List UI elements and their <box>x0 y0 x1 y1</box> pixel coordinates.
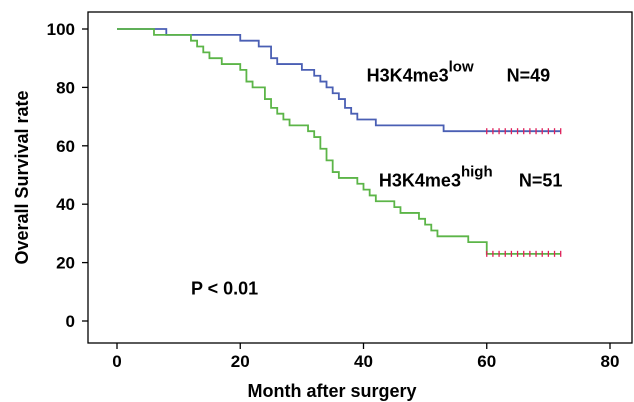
x-axis-title: Month after surgery <box>247 381 416 401</box>
axes: 0 20 40 60 80 100 0 20 40 60 80 Month after surgery… <box>12 11 633 401</box>
x-tick-label: 60 <box>477 352 496 371</box>
y-tick-label: 0 <box>66 312 75 331</box>
y-tick-label: 100 <box>47 20 75 39</box>
x-tick-label: 20 <box>231 352 250 371</box>
x-tick-label: 40 <box>354 352 373 371</box>
y-tick-label: 20 <box>56 254 75 273</box>
series-n-low: N=49 <box>507 66 551 86</box>
x-tick-label: 80 <box>601 352 620 371</box>
labels: H3K4me3low N=49 H3K4me3high N=51 P < 0.01 <box>191 59 563 299</box>
x-tick-label: 0 <box>112 352 121 371</box>
survival-curve-high <box>117 28 561 255</box>
curves <box>117 28 562 257</box>
plot-frame <box>87 11 633 344</box>
series-n-high: N=51 <box>519 171 563 191</box>
series-label-high: H3K4me3high <box>379 164 493 191</box>
survival-curve-low <box>117 28 561 133</box>
p-value-annotation: P < 0.01 <box>191 279 258 299</box>
y-tick-label: 80 <box>56 78 75 97</box>
series-label-low: H3K4me3low <box>367 59 474 86</box>
y-tick-label: 40 <box>56 195 75 214</box>
y-tick-label: 60 <box>56 137 75 156</box>
y-axis-title: Overall Survival rate <box>12 90 32 264</box>
